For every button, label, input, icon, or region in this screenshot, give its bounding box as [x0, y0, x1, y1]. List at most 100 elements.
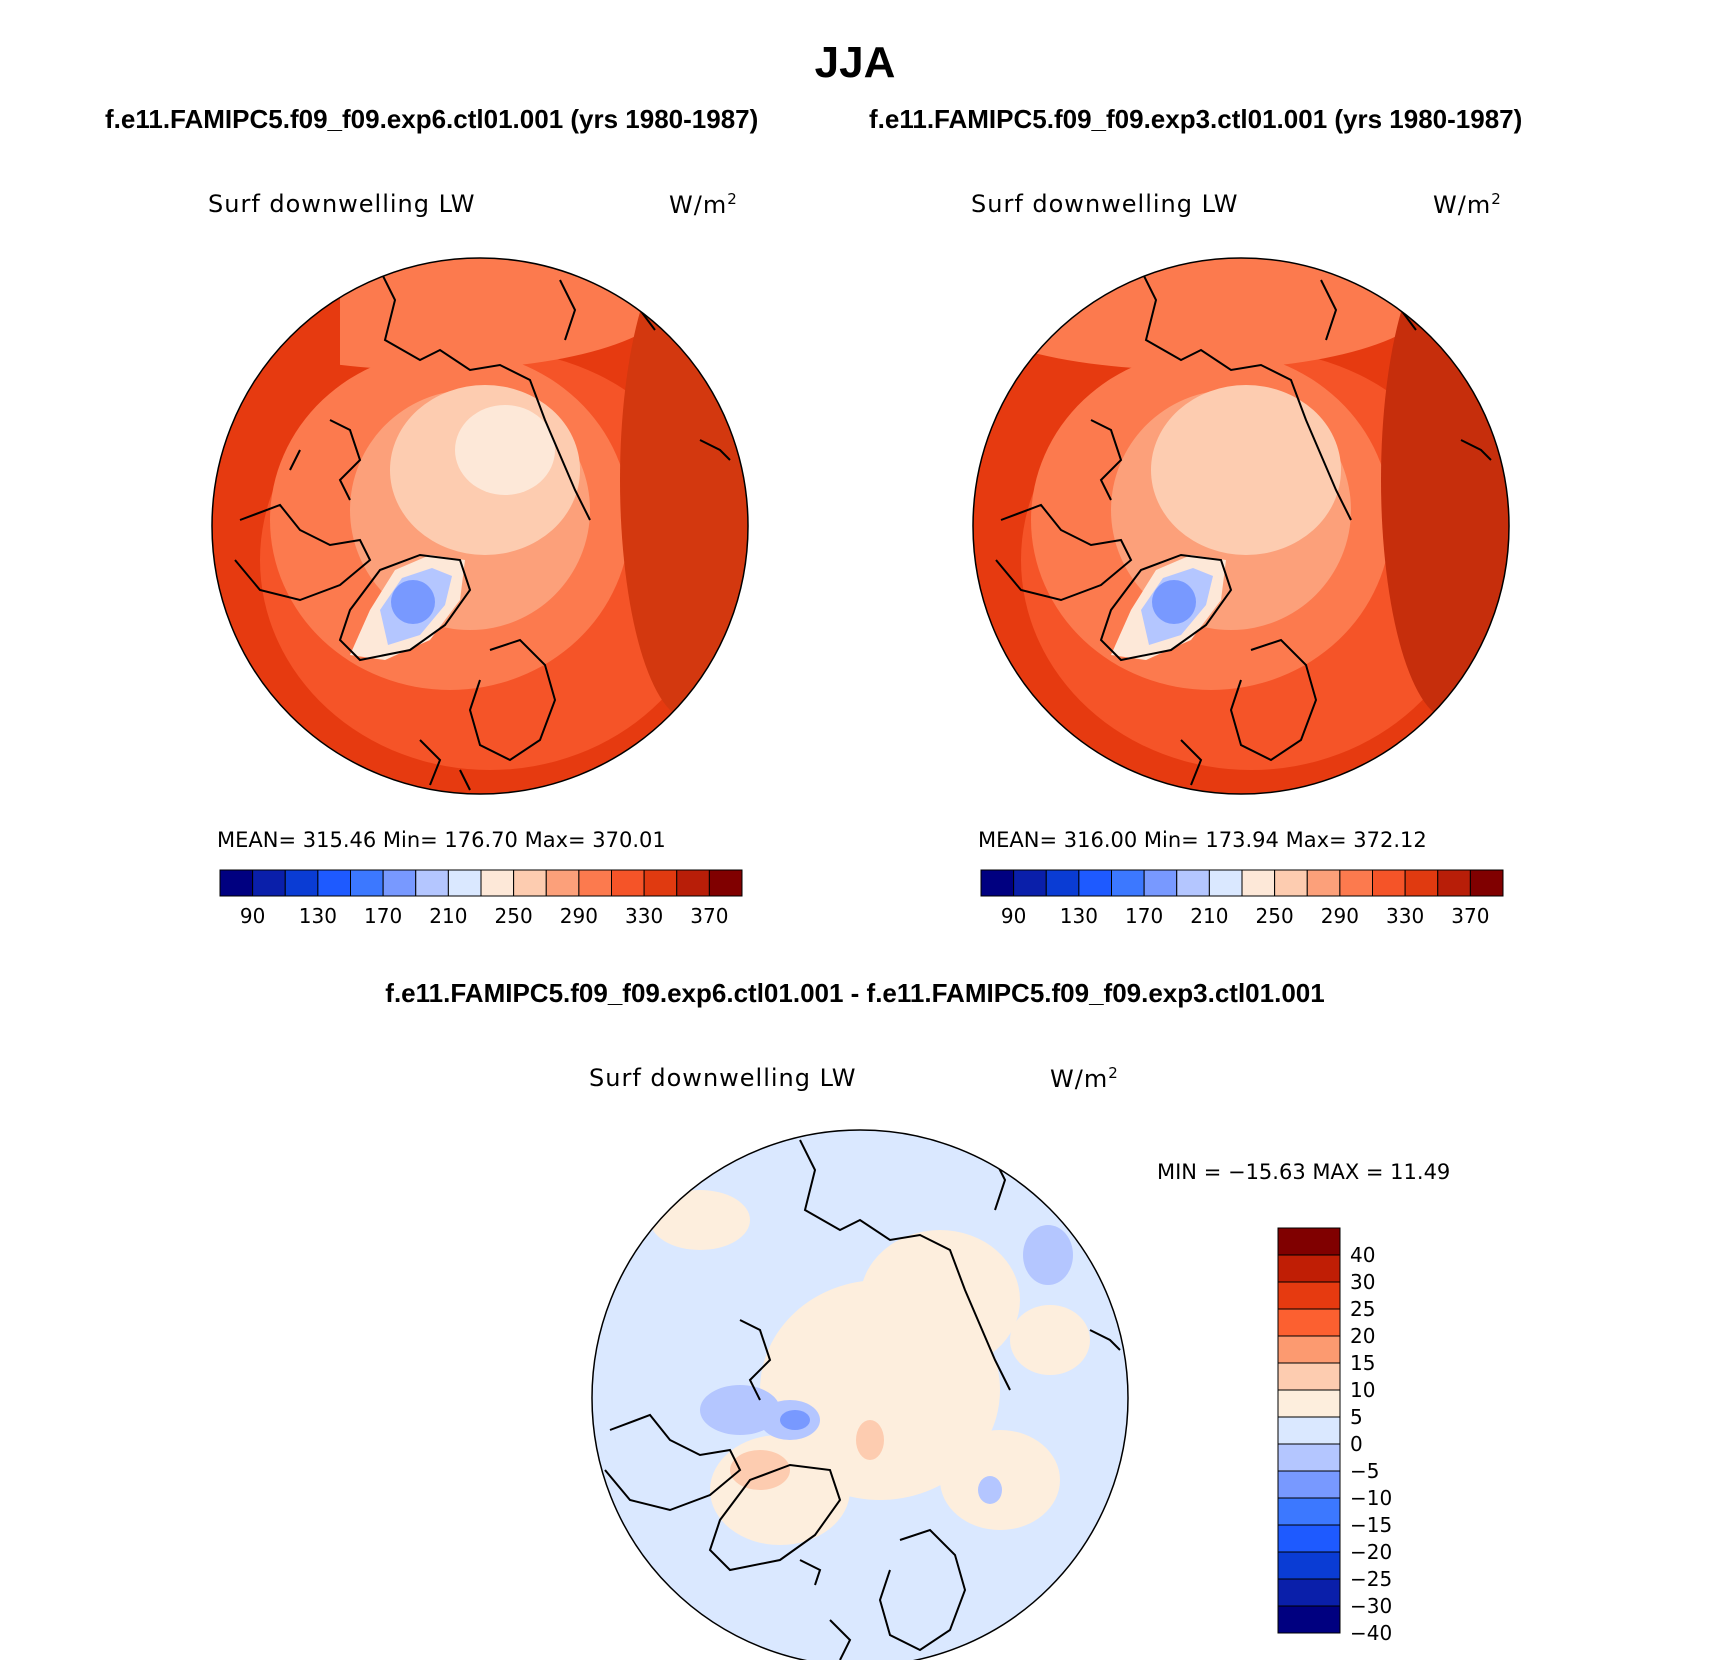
panel1-map — [212, 258, 748, 794]
panel1-colorbar-box — [415, 869, 449, 897]
panel3-colorbar-tick-label: −5 — [1350, 1459, 1380, 1483]
panel3-colorbar-tick-label: 40 — [1350, 1243, 1376, 1267]
panel3-colorbar-tick-label: −25 — [1350, 1567, 1393, 1591]
panel1-colorbar-box — [643, 869, 678, 897]
panel1-colorbar-box — [350, 869, 384, 897]
panel3-map-border — [591, 1129, 1129, 1660]
panel2-units: W/m2 — [1433, 190, 1502, 219]
panel3-stats: MIN = −15.63 MAX = 11.49 — [1157, 1160, 1451, 1184]
panel1-units: W/m2 — [669, 190, 738, 219]
panel2-colorbar-box — [1372, 869, 1406, 897]
panel3-map — [592, 1130, 1128, 1660]
panel1-colorbar-box — [676, 869, 710, 897]
panel1-coastlines — [234, 269, 731, 791]
panel3-colorbar-box — [1277, 1362, 1341, 1391]
panel2-colorbar-box — [1274, 869, 1308, 897]
panel1-colorbar — [219, 869, 743, 897]
panel1-colorbar-tick-label: 130 — [298, 904, 337, 928]
panel3-variable: Surf downwelling LW — [589, 1064, 857, 1092]
panel1-colorbar-tick-label: 290 — [559, 904, 598, 928]
panel1-colorbar-box — [513, 869, 547, 897]
panel1-colorbar-box — [708, 869, 743, 897]
panel2-colorbar-tick-label: 170 — [1125, 904, 1164, 928]
panel1-colorbar-box — [480, 869, 515, 897]
panel1-map-border — [211, 257, 749, 795]
panel2-colorbar-box — [1176, 869, 1210, 897]
panel3-units: W/m2 — [1050, 1064, 1119, 1093]
panel1-colorbar-box — [219, 869, 254, 897]
panel3-colorbar-box — [1277, 1308, 1341, 1337]
panel3-colorbar-box — [1277, 1335, 1341, 1364]
panel3-colorbar-box — [1277, 1389, 1341, 1418]
panel3-colorbar-box — [1277, 1605, 1341, 1634]
panel1-colorbar-box — [382, 869, 417, 897]
panel2-colorbar-box — [1469, 869, 1504, 897]
panel3-coastlines — [604, 1139, 1121, 1660]
panel2-colorbar-box — [1013, 869, 1047, 897]
panel2-colorbar-tick-label: 370 — [1451, 904, 1490, 928]
panel3-colorbar-tick-label: −30 — [1350, 1594, 1393, 1618]
panel2-map-border — [972, 257, 1510, 795]
panel1-colorbar-tick-label: 90 — [239, 904, 266, 928]
panel2-colorbar-box — [1143, 869, 1178, 897]
panel1-colorbar-box — [578, 869, 612, 897]
panel2-colorbar-box — [1208, 869, 1243, 897]
panel2-colorbar-box — [1339, 869, 1373, 897]
panel2-colorbar-box — [1404, 869, 1439, 897]
panel2-colorbar — [980, 869, 1504, 897]
panel2-colorbar-tick-label: 90 — [1000, 904, 1027, 928]
panel1-variable: Surf downwelling LW — [208, 190, 476, 218]
panel2-coastlines — [995, 269, 1492, 786]
panel2-map — [973, 258, 1509, 794]
panel2-colorbar-box — [1045, 869, 1080, 897]
panel3-colorbar-box — [1277, 1470, 1341, 1499]
panel3-colorbar-box — [1277, 1578, 1341, 1607]
panel3-colorbar-box — [1277, 1524, 1341, 1553]
case1-title: f.e11.FAMIPC5.f09_f09.exp6.ctl01.001 (yr… — [105, 104, 759, 134]
panel3-colorbar-tick-label: 10 — [1350, 1378, 1376, 1402]
panel2-colorbar-tick-label: 330 — [1386, 904, 1425, 928]
panel3-colorbar-tick-label: 5 — [1350, 1405, 1363, 1429]
panel1-colorbar-tick-label: 210 — [429, 904, 468, 928]
panel3-colorbar-box — [1277, 1443, 1341, 1472]
panel2-colorbar-box — [1241, 869, 1276, 897]
panel3-colorbar-box — [1277, 1254, 1341, 1283]
panel1-colorbar-tick-label: 170 — [364, 904, 403, 928]
panel3-colorbar-tick-label: 20 — [1350, 1324, 1376, 1348]
case2-title: f.e11.FAMIPC5.f09_f09.exp3.ctl01.001 (yr… — [869, 104, 1523, 134]
panel2-colorbar-box — [980, 869, 1015, 897]
panel1-colorbar-box — [284, 869, 319, 897]
panel3-colorbar-tick-label: −15 — [1350, 1513, 1393, 1537]
panel2-stats: MEAN= 316.00 Min= 173.94 Max= 372.12 — [978, 828, 1427, 852]
panel3-colorbar-tick-label: −10 — [1350, 1486, 1393, 1510]
panel3-colorbar-box — [1277, 1497, 1341, 1526]
panel3-colorbar-tick-label: 25 — [1350, 1297, 1376, 1321]
panel3-colorbar-tick-label: −20 — [1350, 1540, 1393, 1564]
panel3-colorbar-box — [1277, 1551, 1341, 1580]
panel2-colorbar-tick-label: 290 — [1320, 904, 1359, 928]
panel3-colorbar-tick-label: 15 — [1350, 1351, 1376, 1375]
panel2-variable: Surf downwelling LW — [971, 190, 1239, 218]
panel1-colorbar-box — [317, 869, 351, 897]
panel1-colorbar-box — [545, 869, 580, 897]
panel3-colorbar-tick-label: 30 — [1350, 1270, 1376, 1294]
panel1-stats: MEAN= 315.46 Min= 176.70 Max= 370.01 — [217, 828, 666, 852]
panel3-colorbar-tick-label: 0 — [1350, 1432, 1363, 1456]
panel2-colorbar-box — [1078, 869, 1112, 897]
panel2-colorbar-tick-label: 130 — [1059, 904, 1098, 928]
panel1-colorbar-box — [611, 869, 645, 897]
panel1-colorbar-tick-label: 250 — [494, 904, 533, 928]
panel2-colorbar-tick-label: 250 — [1255, 904, 1294, 928]
panel1-colorbar-tick-label: 370 — [690, 904, 729, 928]
panel3-colorbar-box — [1277, 1416, 1341, 1445]
panel2-colorbar-box — [1437, 869, 1471, 897]
panel1-colorbar-box — [447, 869, 482, 897]
panel2-colorbar-box — [1306, 869, 1341, 897]
panel3-colorbar-box — [1277, 1281, 1341, 1310]
panel3-colorbar-tick-label: −40 — [1350, 1621, 1393, 1645]
panel3-colorbar — [1277, 1227, 1341, 1634]
panel2-colorbar-tick-label: 210 — [1190, 904, 1229, 928]
panel1-colorbar-tick-label: 330 — [625, 904, 664, 928]
panel1-colorbar-box — [252, 869, 286, 897]
